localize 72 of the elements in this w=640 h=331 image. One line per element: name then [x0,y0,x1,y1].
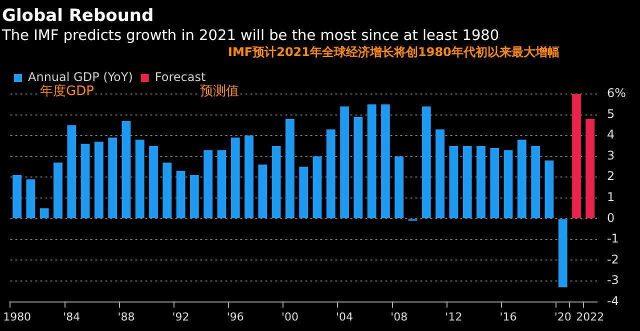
x-tick-label: '16 [500,310,517,324]
y-tick-label: 0 [606,210,615,225]
bar [531,146,540,218]
bar [135,140,144,218]
bar [367,104,376,218]
bar [190,175,199,218]
x-tick-label: '84 [63,310,80,324]
bar [354,116,363,218]
bar [26,179,36,218]
bar [230,138,240,218]
y-tick-label: 4 [606,128,615,142]
y-tick-label: 2 [606,169,615,184]
y-tick-label: 6% [606,86,626,100]
bar [258,164,268,218]
y-tick-label: -4 [606,294,619,308]
bar [272,146,281,218]
x-tick-label: '12 [445,310,462,324]
annotation: 年度GDP [40,84,94,100]
bar [586,118,595,218]
bar [422,106,431,218]
bar [449,146,458,218]
x-tick-label: '00 [281,310,298,324]
chart-title: Global Rebound [2,6,154,26]
bar [94,142,104,218]
bar [12,175,22,218]
bar [122,121,131,218]
bar [381,104,390,218]
x-tick-label: '04 [336,310,354,324]
bar [462,146,472,218]
bar [476,146,486,218]
bar [149,146,158,218]
bar [326,129,336,218]
bar [286,118,294,218]
bar [217,150,226,218]
x-tick-label: 2022 [576,310,604,324]
bar [504,150,513,218]
bar [340,106,349,218]
legend-label: Forecast [154,70,206,84]
bar [299,166,308,218]
y-tick-label: -2 [606,252,619,266]
y-tick-label: 1 [606,190,615,204]
x-tick-label: 1980 [3,310,32,324]
bar [108,138,118,218]
bar [67,125,76,218]
y-tick-label: -3 [606,273,619,288]
y-tick-label: -1 [606,232,619,246]
chart-subtitle: The IMF predicts growth in 2021 will be the most since at least 1980 [2,28,500,44]
legend-label: Annual GDP (YoY) [28,70,133,84]
bar [176,170,186,218]
bar [54,162,62,218]
bar [436,129,444,218]
x-tick-label: '96 [226,310,244,324]
y-tick-label: 5 [606,106,615,121]
bar [394,156,404,218]
annotation: 预测值 [200,84,239,100]
bar [162,162,172,218]
bar [244,136,254,218]
bar [490,148,500,218]
bar [312,156,322,218]
x-tick-label: '88 [118,310,135,324]
bar [544,160,554,218]
bar [558,219,568,288]
x-tick-label: '20 [554,310,572,324]
bar [204,150,213,218]
bar [517,140,526,218]
bar [572,94,581,218]
x-tick-label: '08 [390,310,408,324]
bar [40,208,49,218]
y-tick-label: 3 [606,148,615,162]
x-tick-label: '92 [172,310,190,324]
text: IMF预计2021年全球经济增长将创1980年代初以来最大增幅 [228,44,560,61]
bar [80,144,90,218]
